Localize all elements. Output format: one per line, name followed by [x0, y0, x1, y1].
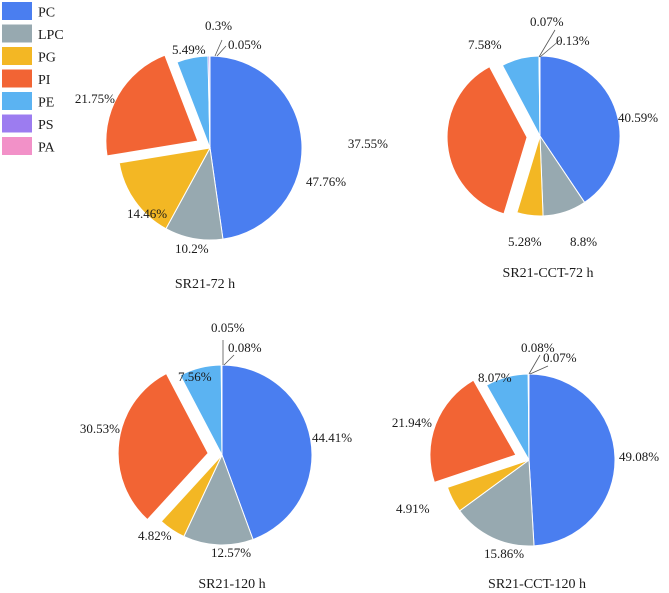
legend-swatch-pa [2, 137, 32, 155]
legend-label-pg: PG [38, 51, 56, 66]
legend: PC LPC PG PI PE PS PA [2, 2, 64, 156]
leader-line [538, 29, 556, 58]
leader-line [539, 39, 561, 58]
data-label-pi: 21.94% [392, 415, 432, 430]
data-label-pa: 0.13% [556, 33, 590, 48]
legend-swatch-pi [2, 69, 32, 88]
pie-chart-sr21-72h: 47.76% 10.2% 14.46% 21.75% 5.49% 0.3% 0.05% SR2… [75, 18, 346, 292]
data-label-pg: 4.91% [396, 501, 430, 516]
pie-slice-sr21-cct-120-h-pc [528, 373, 616, 547]
data-label-pg: 4.82% [138, 528, 172, 543]
data-label-pe: 7.56% [178, 369, 212, 384]
legend-swatch-pc [2, 2, 32, 20]
data-label-ps: 0.3% [205, 18, 232, 33]
data-label-pc: 44.41% [312, 430, 352, 445]
leader-line [216, 45, 227, 57]
data-label-pc: 40.59% [618, 110, 658, 125]
data-label-pg: 14.46% [127, 206, 167, 221]
pie-slice-sr21-120-h-pc [221, 364, 313, 541]
legend-label-pi: PI [38, 73, 51, 88]
data-label-pi: 37.55% [348, 136, 388, 151]
pie-slice-sr21-72-h-pc [209, 55, 303, 240]
leader-line [214, 39, 223, 57]
data-label-pa: 0.05% [228, 37, 262, 52]
data-label-pe: 7.58% [468, 37, 502, 52]
pie-chart-sr21-cct-120h: 49.08% 15.86% 4.91% 21.94% 8.07% 0.08%0.07% SR… [392, 340, 659, 592]
chart-title: SR21-72 h [175, 277, 235, 292]
legend-swatch-pg [2, 47, 32, 65]
data-label-pa: 0.07% [543, 350, 577, 365]
pie-slice-sr21-cct-72-h-pi [446, 65, 528, 215]
legend-label-pa: PA [38, 141, 56, 156]
chart-title: SR21-CCT-72 h [503, 266, 594, 281]
data-label-pa: 0.08% [228, 340, 262, 355]
leader-line [528, 354, 541, 375]
leader-line [529, 365, 549, 375]
pie-chart-sr21-120h: 44.41% 12.57% 4.82% 30.53% 7.56% 0.05% 0.08% SR… [80, 320, 352, 592]
pie-slice-sr21-cct-120-h-pi [429, 379, 517, 484]
pie-slice-sr21-72-h-pg [118, 147, 211, 230]
chart-title: SR21-CCT-120 h [488, 577, 586, 592]
legend-label-pc: PC [38, 6, 55, 21]
legend-label-pe: PE [38, 96, 54, 111]
data-label-lpc: 10.2% [175, 241, 209, 256]
data-label-lpc: 12.57% [211, 545, 251, 560]
legend-swatch-pe [2, 92, 32, 110]
legend-label-ps: PS [38, 118, 54, 133]
data-label-pg: 5.28% [508, 234, 542, 249]
data-label-lpc: 15.86% [484, 546, 524, 561]
data-label-ps: 0.07% [530, 14, 564, 29]
data-label-pi: 21.75% [75, 91, 115, 106]
data-label-pi: 30.53% [80, 421, 120, 436]
data-label-ps: 0.05% [211, 320, 245, 335]
data-label-pe: 5.49% [172, 42, 206, 57]
chart-title: SR21-120 h [198, 577, 265, 592]
pie-slice-sr21-cct-120-h-pg [446, 459, 530, 512]
pie-slice-sr21-cct-120-h-lpc [458, 459, 535, 547]
data-label-ps: 0.08% [521, 340, 555, 355]
data-label-pc: 49.08% [619, 449, 659, 464]
pie-chart-sr21-cct-72h: 40.59% 8.8% 5.28% 37.55% 7.58% 0.07% 0.13% SR21… [348, 14, 658, 281]
pie-slice-sr21-120-h-pi [117, 372, 209, 521]
data-label-pc: 47.76% [306, 174, 346, 189]
legend-label-lpc: LPC [38, 28, 64, 43]
pie-slice-sr21-120-h-pg [160, 454, 223, 538]
pie-slice-sr21-cct-72-h-pa [538, 55, 541, 137]
pie-slice-sr21-72-h-pi [105, 54, 199, 157]
pie-slice-sr21-cct-72-h-pc [539, 55, 621, 204]
pie-slice-sr21-cct-72-h-pg [516, 135, 544, 217]
data-label-lpc: 8.8% [570, 234, 597, 249]
data-label-pe: 8.07% [478, 370, 512, 385]
pie-slice-sr21-120-h-lpc [183, 453, 254, 546]
legend-swatch-lpc [2, 24, 32, 43]
legend-swatch-ps [2, 114, 32, 133]
leader-line [223, 354, 235, 366]
